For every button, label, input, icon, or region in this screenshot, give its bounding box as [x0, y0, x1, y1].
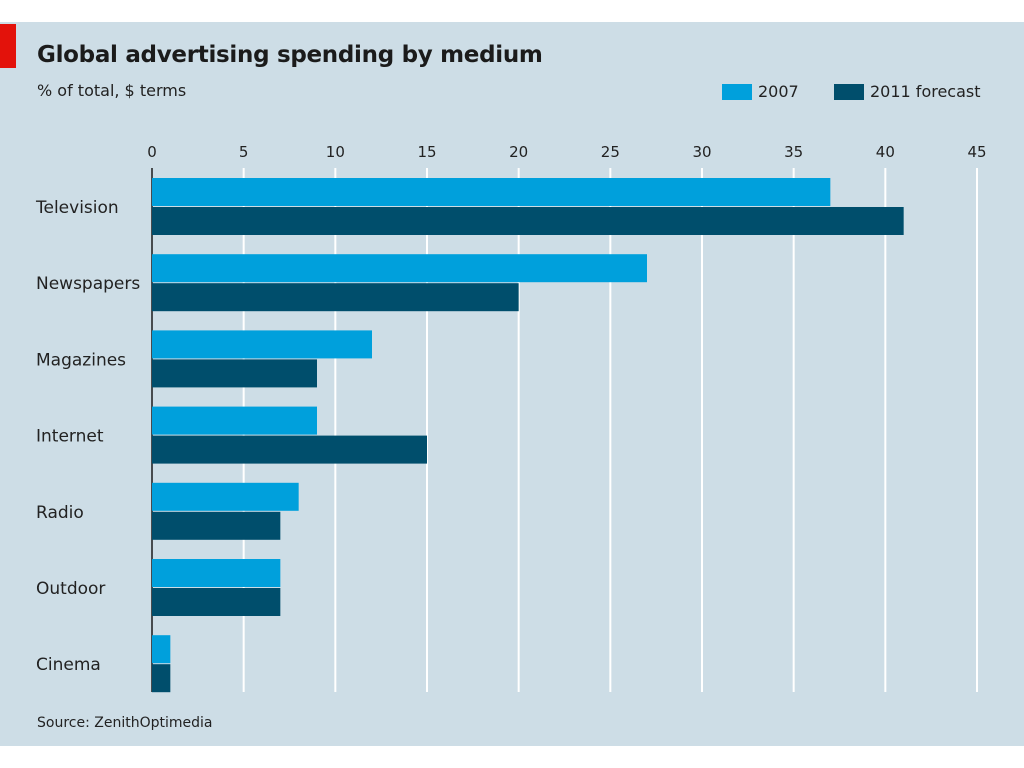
- category-label: Newspapers: [36, 274, 140, 294]
- bar-magazines-2007: [152, 330, 372, 359]
- category-label: Radio: [36, 503, 84, 523]
- category-label: Cinema: [36, 655, 101, 675]
- x-tick-label: 10: [326, 143, 345, 161]
- bar-radio-2011-forecast: [152, 511, 281, 540]
- bar-television-2011-forecast: [152, 207, 904, 235]
- legend-label-2007: 2007: [758, 82, 799, 101]
- bar-cinema-2007: [152, 635, 171, 664]
- category-label: Magazines: [36, 350, 126, 370]
- category-label: Television: [35, 198, 119, 218]
- bar-newspapers-2007: [152, 254, 647, 283]
- x-tick-label: 45: [967, 143, 986, 161]
- legend-label-2011-forecast: 2011 forecast: [870, 82, 981, 101]
- bar-cinema-2011-forecast: [152, 664, 171, 693]
- legend-swatch-2011-forecast: [834, 83, 864, 100]
- brand-red-tag: [0, 24, 16, 68]
- x-tick-label: 15: [417, 143, 436, 161]
- legend-swatch-2007: [722, 83, 752, 100]
- x-tick-label: 35: [784, 143, 803, 161]
- chart-title: Global advertising spending by medium: [37, 42, 543, 68]
- category-label: Outdoor: [36, 579, 105, 599]
- bar-internet-2007: [152, 406, 317, 435]
- bar-radio-2007: [152, 482, 299, 511]
- bar-television-2007: [152, 178, 831, 206]
- category-label: Internet: [36, 427, 104, 447]
- bar-magazines-2011-forecast: [152, 359, 317, 388]
- x-tick-label: 30: [692, 143, 711, 161]
- bar-internet-2011-forecast: [152, 435, 427, 464]
- bar-outdoor-2007: [152, 559, 281, 587]
- x-tick-label: 40: [876, 143, 895, 161]
- legend-item-2011-forecast: 2011 forecast: [834, 82, 981, 101]
- bar-outdoor-2011-forecast: [152, 588, 281, 616]
- x-tick-label: 5: [239, 143, 249, 161]
- bar-newspapers-2011-forecast: [152, 283, 519, 312]
- x-tick-label: 0: [147, 143, 157, 161]
- x-tick-label: 20: [509, 143, 528, 161]
- x-tick-label: 25: [601, 143, 620, 161]
- source-note: Source: ZenithOptimedia: [37, 715, 213, 731]
- chart-subtitle: % of total, $ terms: [37, 81, 187, 100]
- legend-item-2007: 2007: [722, 82, 799, 101]
